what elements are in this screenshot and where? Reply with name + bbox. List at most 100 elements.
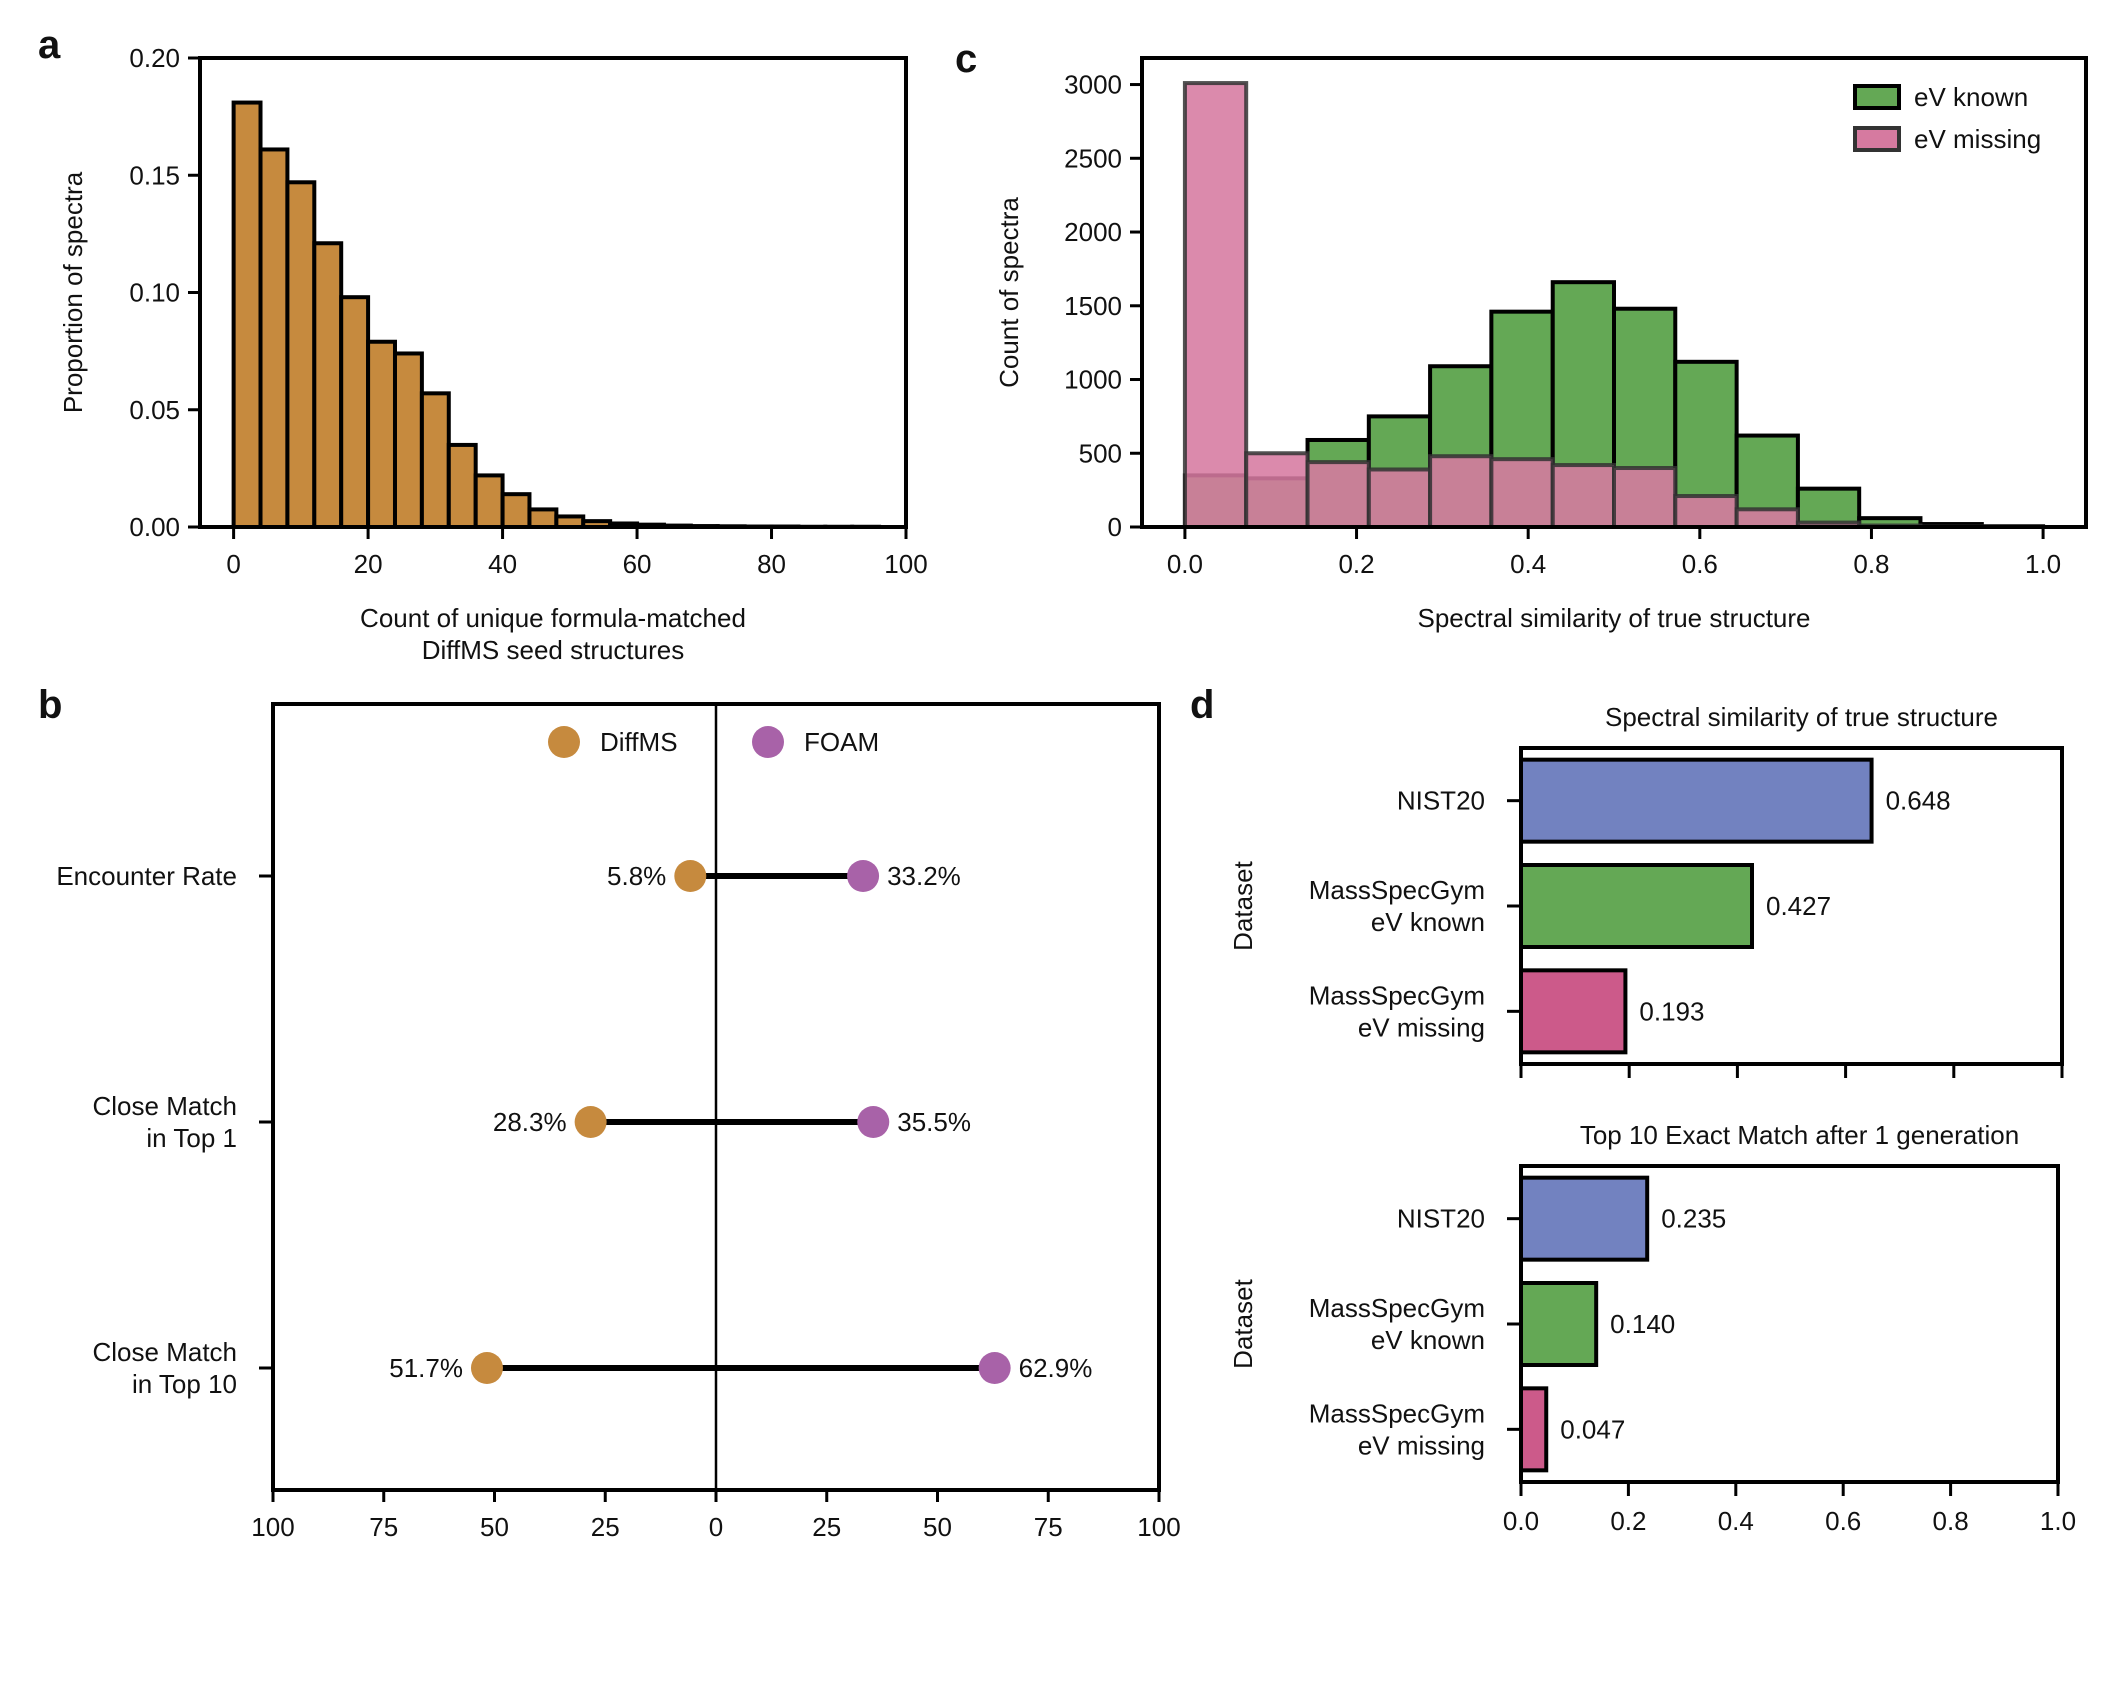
panel-letter-d: d — [1190, 683, 1214, 727]
legend-marker-diffms — [548, 726, 580, 758]
bar-value-label: 0.648 — [1886, 786, 1951, 816]
histogram-bar — [527, 507, 559, 530]
x-tick-label: 0 — [709, 1512, 723, 1542]
y-tick-label: 3000 — [1064, 70, 1122, 100]
histogram-bar — [339, 295, 371, 529]
panel-c-histogram: 0.0 0.2 0.4 0.6 0.8 1.0 0 500 1000 1500 2000 2500 30… — [994, 56, 2088, 633]
legend-label-ev-known: eV known — [1914, 82, 2028, 112]
histogram-bar-ev-missing — [1428, 454, 1494, 529]
x-tick-label: 50 — [923, 1512, 952, 1542]
x-tick-label: 0.2 — [1610, 1506, 1646, 1536]
y-tick-label: 0.20 — [129, 43, 180, 73]
x-tick-label: 100 — [1137, 1512, 1180, 1542]
dataset-label: eV known — [1371, 907, 1485, 937]
legend-label-foam: FOAM — [804, 727, 879, 757]
legend-swatch-ev-missing — [1853, 126, 1901, 152]
foam-value-label: 62.9% — [1019, 1353, 1093, 1383]
dataset-label: MassSpecGym — [1309, 1293, 1485, 1323]
y-tick-label: 0.10 — [129, 278, 180, 308]
foam-value-label: 33.2% — [887, 861, 961, 891]
dataset-bar — [1519, 757, 1874, 844]
dataset-bar — [1519, 1175, 1650, 1262]
x-tick-label: 60 — [623, 549, 652, 579]
dataset-label: MassSpecGym — [1309, 875, 1485, 905]
y-tick-label: 2000 — [1064, 217, 1122, 247]
dataset-bar — [1519, 1386, 1549, 1473]
x-tick-label: 0.8 — [1853, 549, 1889, 579]
legend-marker-foam — [752, 726, 784, 758]
diffms-value-label: 28.3% — [493, 1107, 567, 1137]
x-tick-label: 75 — [1034, 1512, 1063, 1542]
category-label: in Top 10 — [132, 1369, 237, 1399]
histogram-bar-ev-missing — [1489, 457, 1555, 529]
plot-frame — [1140, 56, 2088, 529]
x-tick-label: 100 — [884, 549, 927, 579]
y-tick-label: 2500 — [1064, 143, 1122, 173]
x-tick-label: 0.8 — [1933, 1506, 1969, 1536]
dataset-label: eV missing — [1358, 1012, 1485, 1042]
x-tick-label: 0.2 — [1338, 549, 1374, 579]
subplot-title: Top 10 Exact Match after 1 generation — [1580, 1120, 2019, 1150]
y-axis-label: Proportion of spectra — [58, 171, 88, 413]
x-tick-label: 0.4 — [1718, 1506, 1754, 1536]
histogram-bar-ev-missing — [1673, 494, 1739, 529]
category-label: in Top 1 — [146, 1123, 237, 1153]
histogram-bar-ev-missing — [1734, 507, 1800, 529]
panel-d-similarity-bars: Spectral similarity of true structure 0.6… — [1228, 702, 2064, 1078]
y-axis-label: Count of spectra — [994, 197, 1024, 388]
legend-label-diffms: DiffMS — [600, 727, 678, 757]
diffms-point — [574, 1106, 607, 1138]
legend-label-ev-missing: eV missing — [1914, 124, 2041, 154]
y-tick-label: 1500 — [1064, 291, 1122, 321]
y-axis-label: Dataset — [1228, 860, 1258, 950]
x-tick-label: 0.6 — [1825, 1506, 1861, 1536]
x-tick-label: 50 — [480, 1512, 509, 1542]
x-axis-label: Count of unique formula-matched — [360, 603, 746, 633]
category-label: Encounter Rate — [56, 861, 237, 891]
y-tick-label: 0.15 — [129, 160, 180, 190]
diffms-value-label: 5.8% — [607, 861, 666, 891]
histogram-bar-ev-missing — [1612, 466, 1678, 529]
dataset-label: MassSpecGym — [1309, 980, 1485, 1010]
bar-value-label: 0.427 — [1766, 891, 1831, 921]
histogram-bar — [446, 442, 478, 529]
histogram-bar-ev-missing — [1366, 467, 1433, 530]
histogram-bar-ev-missing — [1244, 451, 1310, 530]
histogram-bar — [419, 391, 451, 529]
y-axis-label: Dataset — [1228, 1278, 1258, 1368]
x-tick-label: 20 — [354, 549, 383, 579]
histogram-bar — [473, 473, 505, 530]
dataset-bar — [1519, 863, 1755, 949]
y-tick-label: 0.05 — [129, 395, 180, 425]
dataset-label: NIST20 — [1397, 786, 1485, 816]
legend-swatch-ev-known — [1853, 84, 1901, 110]
diffms-value-label: 51.7% — [389, 1353, 463, 1383]
y-tick-label: 0.00 — [129, 512, 180, 542]
x-axis-label: DiffMS seed structures — [422, 635, 685, 665]
x-axis-label: Spectral similarity of true structure — [1417, 603, 1810, 633]
dataset-bar — [1519, 968, 1628, 1055]
histogram-bar-ev-missing — [1550, 463, 1617, 530]
bar-value-label: 0.193 — [1639, 996, 1704, 1026]
y-tick-label: 500 — [1079, 438, 1122, 468]
bar-value-label: 0.140 — [1610, 1309, 1675, 1339]
subplot-title: Spectral similarity of true structure — [1605, 702, 1998, 732]
foam-point — [857, 1106, 890, 1138]
panel-b-dumbbell-chart: 5.8% 33.2% Encounter Rate 28.3% 35.5% Close M… — [56, 702, 1181, 1542]
x-tick-label: 75 — [369, 1512, 398, 1542]
x-tick-label: 0 — [226, 549, 240, 579]
y-tick-label: 1000 — [1064, 365, 1122, 395]
x-tick-label: 0.0 — [1167, 549, 1203, 579]
foam-value-label: 35.5% — [897, 1107, 971, 1137]
dataset-label: NIST20 — [1397, 1204, 1485, 1234]
panel-letter-c: c — [955, 37, 977, 81]
x-tick-label: 1.0 — [2040, 1506, 2076, 1536]
histogram-bar-ev-missing — [1182, 81, 1249, 529]
histogram-bar — [231, 100, 263, 530]
diffms-point — [470, 1352, 503, 1384]
panel-d-exact-match-bars: Top 10 Exact Match after 1 generation 0.2… — [1228, 1120, 2076, 1536]
category-label: Close Match — [93, 1337, 238, 1367]
foam-point — [978, 1352, 1011, 1384]
histogram-bar — [366, 339, 397, 529]
x-tick-label: 0.0 — [1503, 1506, 1539, 1536]
